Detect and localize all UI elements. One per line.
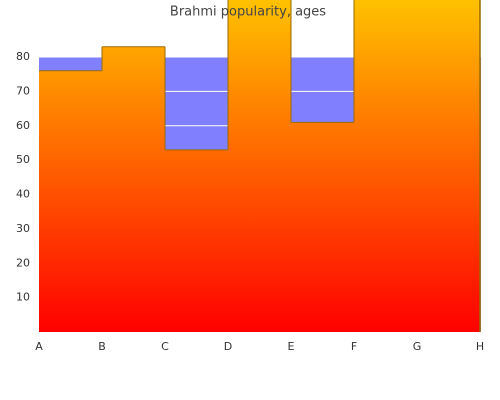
x-tick-label: A: [35, 340, 43, 353]
y-tick-label: 40: [16, 188, 30, 201]
x-tick-label: C: [161, 340, 169, 353]
step-area: [165, 149, 228, 332]
step-area: [354, 0, 417, 332]
step-area: [417, 0, 480, 332]
y-tick-label: 50: [16, 153, 30, 166]
y-tick-label: 60: [16, 119, 30, 132]
y-tick-label: 10: [16, 291, 30, 304]
x-tick-label: B: [98, 340, 106, 353]
chart-title: Brahmi popularity, ages: [170, 5, 326, 20]
step-area: [291, 122, 354, 332]
y-tick-label: 70: [16, 84, 30, 97]
y-tick-label: 20: [16, 256, 30, 269]
step-area: [102, 46, 165, 332]
step-area: [228, 0, 291, 332]
x-tick-label: G: [413, 340, 422, 353]
x-tick-label: F: [351, 340, 357, 353]
y-tick-label: 30: [16, 222, 30, 235]
x-tick-label: D: [224, 340, 232, 353]
plot-area: [39, 0, 481, 332]
x-tick-label: H: [476, 340, 484, 353]
y-tick-label: 80: [16, 50, 30, 63]
step-area: [39, 70, 102, 332]
x-tick-label: E: [288, 340, 295, 353]
